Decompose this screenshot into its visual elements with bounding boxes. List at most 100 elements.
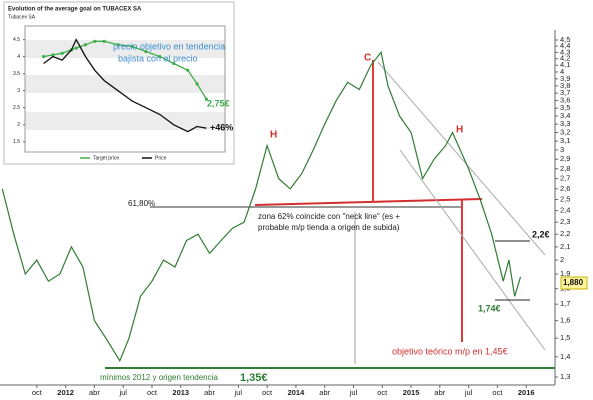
y-tick-label: 4,3 bbox=[560, 47, 570, 56]
price-line bbox=[43, 38, 207, 133]
y-tick-label: 2,1 bbox=[560, 242, 570, 251]
x-tick-label: abr bbox=[89, 388, 100, 397]
y-tick-label: 2.5 bbox=[13, 105, 20, 111]
annotation: precio objetivo en tendencia bbox=[113, 41, 225, 51]
inset-subtitle: Tubacex SA bbox=[8, 14, 36, 20]
inset-plot bbox=[24, 25, 226, 153]
y-tick-label: 2,5 bbox=[560, 195, 570, 204]
target-dot bbox=[144, 49, 148, 54]
y-tick-label: 4.5 bbox=[13, 37, 20, 43]
y-tick-label: 3,2 bbox=[560, 128, 570, 137]
annotation: mínimos 2012 y origen tendencia bbox=[100, 373, 218, 382]
price-line bbox=[43, 40, 207, 100]
y-tick-label: 4,5 bbox=[560, 35, 570, 44]
y-tick-label: 4,1 bbox=[560, 60, 570, 69]
y-tick-label: 1.5 bbox=[13, 139, 20, 145]
target-dot bbox=[42, 55, 46, 59]
target-dot bbox=[204, 97, 208, 101]
y-tick-label: 3,4 bbox=[560, 111, 570, 120]
x-tick-label: oct bbox=[377, 388, 388, 397]
annotation: bajista con el precio bbox=[118, 53, 198, 63]
legend-label: Price bbox=[155, 155, 167, 161]
y-tick-label: 2,4 bbox=[560, 206, 570, 215]
y-tick-label: 1,6 bbox=[560, 316, 570, 325]
target-dot bbox=[116, 43, 120, 47]
legend-label: Target price bbox=[93, 155, 119, 161]
x-tick-label: 2015 bbox=[403, 388, 420, 397]
y-tick-label: 3 bbox=[560, 145, 564, 154]
y-tick-label: 3.5 bbox=[13, 71, 20, 77]
y-tick-label: 2,9 bbox=[560, 154, 570, 163]
y-tick-label: 2 bbox=[17, 122, 20, 128]
y-tick-label: 3,1 bbox=[560, 136, 570, 145]
x-tick-label: abr bbox=[319, 388, 330, 397]
x-tick-label: oct bbox=[32, 388, 43, 397]
target-dot bbox=[130, 44, 134, 49]
y-tick-label: 1,9 bbox=[560, 269, 570, 278]
x-tick-label: 2016 bbox=[518, 388, 535, 397]
x-tick-label: 2012 bbox=[57, 388, 74, 397]
y-tick-label: 3,8 bbox=[560, 81, 570, 90]
x-tick-label: oct bbox=[492, 388, 503, 397]
y-tick-label: 3,9 bbox=[560, 74, 570, 83]
price-line bbox=[1, 50, 522, 363]
price-box bbox=[560, 276, 588, 290]
annotation: zona 62% coincide con "neck line" (es + bbox=[258, 212, 400, 221]
target-dot bbox=[60, 51, 64, 55]
target-dot bbox=[93, 39, 97, 43]
target-dot bbox=[51, 53, 55, 57]
y-tick-label: 1,4 bbox=[560, 352, 570, 361]
target-dot bbox=[83, 43, 88, 47]
y-tick-label: 2,7 bbox=[560, 174, 570, 183]
x-tick-label: 2014 bbox=[288, 388, 306, 397]
annotation: 1,880 bbox=[563, 278, 584, 287]
x-tick-label: abr bbox=[204, 388, 215, 397]
neck-line bbox=[254, 198, 483, 206]
target-dot bbox=[195, 82, 199, 86]
channel-line bbox=[399, 149, 546, 351]
annotation: C bbox=[364, 53, 371, 64]
y-tick-label: 3,7 bbox=[560, 88, 570, 97]
x-tick-label: oct bbox=[262, 388, 273, 397]
y-tick-label: 2,8 bbox=[560, 164, 570, 173]
x-tick-label: 2013 bbox=[172, 388, 189, 397]
x-tick-label: jul bbox=[118, 388, 127, 397]
y-tick-label: 2 bbox=[560, 255, 564, 264]
y-tick-label: 1,3 bbox=[560, 372, 570, 381]
annotation: +46% bbox=[210, 122, 233, 132]
x-tick-label: jul bbox=[234, 388, 243, 397]
y-tick-label: 4 bbox=[17, 54, 20, 60]
band bbox=[25, 75, 225, 93]
inset-chart: Evolution of the average goal on TUBACEX… bbox=[3, 1, 235, 165]
y-tick-label: 1,5 bbox=[560, 333, 570, 342]
y-tick-label: 3,6 bbox=[560, 96, 570, 105]
annotation: 1,74€ bbox=[478, 303, 501, 313]
channel-line bbox=[377, 61, 546, 256]
main-chart: 1,31,41,51,61,71,81,922,12,22,32,42,52,6… bbox=[1, 35, 588, 397]
y-tick-label: 2,3 bbox=[560, 217, 570, 226]
target-dot bbox=[186, 68, 190, 72]
target-dot bbox=[102, 39, 106, 43]
y-tick-label: 3,3 bbox=[560, 119, 570, 128]
annotation: 61,80% bbox=[128, 199, 155, 208]
annotation: objetivo teórico m/p en 1,45€ bbox=[392, 346, 508, 356]
annotation: H bbox=[270, 130, 277, 141]
x-tick-label: abr bbox=[434, 388, 445, 397]
y-tick-label: 1,7 bbox=[560, 299, 570, 308]
y-tick-label: 4 bbox=[560, 67, 564, 76]
annotation: H bbox=[456, 125, 463, 136]
y-tick-label: 2,6 bbox=[560, 184, 570, 193]
annotation: 1,35€ bbox=[240, 372, 268, 384]
annotation: probable m/p tienda a origen de subida) bbox=[258, 223, 400, 232]
y-tick-label: 2,2 bbox=[560, 229, 570, 238]
y-tick-label: 4,4 bbox=[560, 41, 570, 50]
target-dot bbox=[158, 55, 162, 59]
inset-title: Evolution of the average goal on TUBACEX… bbox=[8, 7, 142, 13]
x-tick-label: jul bbox=[349, 388, 358, 397]
y-tick-label: 3 bbox=[17, 88, 20, 94]
band bbox=[25, 40, 225, 58]
annotation: 2,2€ bbox=[532, 229, 550, 239]
annotation: 2,75€ bbox=[207, 98, 230, 108]
target-dot bbox=[172, 61, 176, 66]
y-tick-label: 4,2 bbox=[560, 54, 570, 63]
